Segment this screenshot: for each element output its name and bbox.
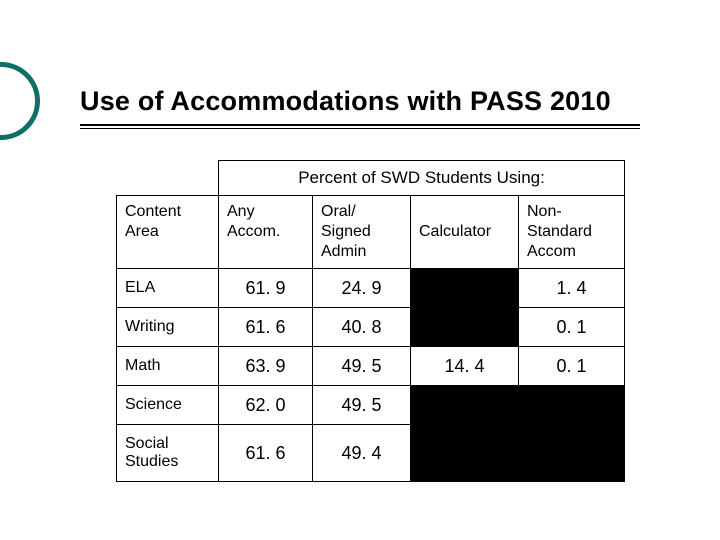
cell-blank — [519, 386, 625, 425]
cell: 24. 9 — [313, 269, 411, 308]
cell: 63. 9 — [219, 347, 313, 386]
table-super-header: Percent of SWD Students Using: — [219, 161, 625, 196]
cell: 49. 5 — [313, 347, 411, 386]
cell: 0. 1 — [519, 308, 625, 347]
cell: 1. 4 — [519, 269, 625, 308]
cell: 61. 9 — [219, 269, 313, 308]
col-header-calculator: Calculator — [411, 196, 519, 269]
col-header-oral-signed: Oral/ Signed Admin — [313, 196, 411, 269]
table-row: Science 62. 0 49. 5 — [117, 386, 625, 425]
table-super-header-row: Percent of SWD Students Using: — [117, 161, 625, 196]
col-header-any-accom: Any Accom. — [219, 196, 313, 269]
row-label: Math — [117, 347, 219, 386]
table-row: Writing 61. 6 40. 8 0. 1 — [117, 308, 625, 347]
cell: 61. 6 — [219, 308, 313, 347]
table-corner-blank — [117, 161, 219, 196]
table-row: ELA 61. 9 24. 9 1. 4 — [117, 269, 625, 308]
cell: 14. 4 — [411, 347, 519, 386]
accommodations-table: Percent of SWD Students Using: Content A… — [116, 160, 624, 482]
table-row: Math 63. 9 49. 5 14. 4 0. 1 — [117, 347, 625, 386]
table-header-row: Content Area Any Accom. Oral/ Signed Adm… — [117, 196, 625, 269]
cell-blank — [411, 425, 519, 482]
cell: 0. 1 — [519, 347, 625, 386]
page-title: Use of Accommodations with PASS 2010 — [80, 86, 611, 117]
cell: 61. 6 — [219, 425, 313, 482]
row-label: Social Studies — [117, 425, 219, 482]
row-label: Writing — [117, 308, 219, 347]
col-header-nonstandard: Non- Standard Accom — [519, 196, 625, 269]
bullet-accent-circle — [0, 62, 40, 140]
title-underline — [80, 124, 640, 126]
cell-blank — [519, 425, 625, 482]
cell-blank — [411, 308, 519, 347]
cell: 49. 5 — [313, 386, 411, 425]
cell: 49. 4 — [313, 425, 411, 482]
row-header-label: Content Area — [117, 196, 219, 269]
table: Percent of SWD Students Using: Content A… — [116, 160, 625, 482]
row-label: Science — [117, 386, 219, 425]
cell-blank — [411, 386, 519, 425]
row-label: ELA — [117, 269, 219, 308]
cell: 40. 8 — [313, 308, 411, 347]
title-underline-thin — [80, 128, 640, 129]
row-header-text: Content Area — [125, 203, 181, 240]
table-row: Social Studies 61. 6 49. 4 — [117, 425, 625, 482]
cell: 62. 0 — [219, 386, 313, 425]
cell-blank — [411, 269, 519, 308]
